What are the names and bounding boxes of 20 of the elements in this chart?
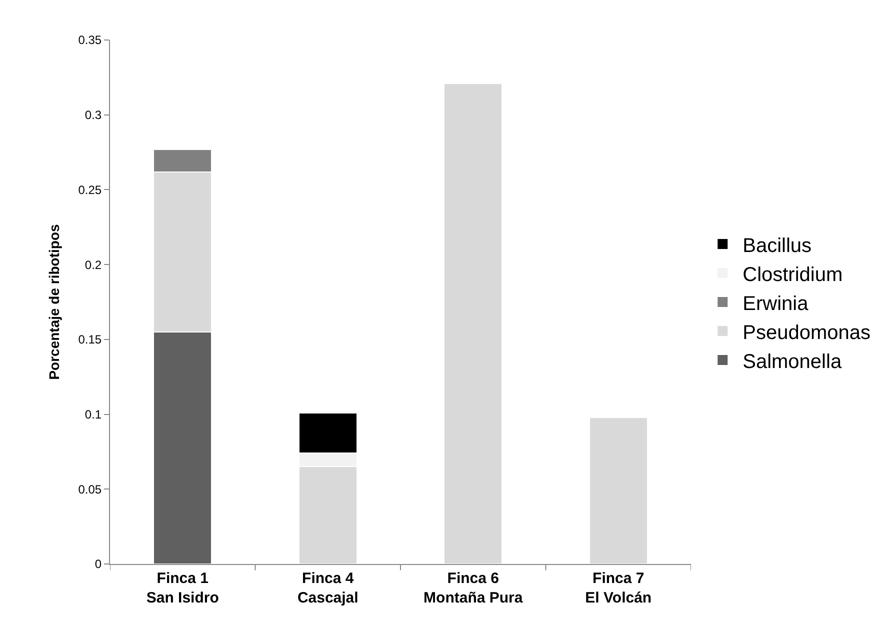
y-axis-title: Porcentaje de ribotipos [46,224,62,380]
bar [588,416,648,564]
legend-label: Pseudomonas [742,322,870,344]
bar [444,82,503,564]
y-tick-label: 0.2 [84,258,102,272]
y-tick-label: 0.35 [78,33,102,48]
x-tick-label: Finca 6 Montaña Pura [424,570,524,606]
legend-label: Bacillus [742,234,812,257]
legend-label: Clostridium [742,264,843,286]
x-tick-label: Finca 4 Cascajal [297,570,358,606]
y-tick-label: 0.05 [78,482,102,496]
y-tick-label: 0.15 [78,332,102,347]
y-tick-label: 0.3 [84,108,102,122]
legend-label: Erwinia [742,292,810,315]
x-tick-label: Finca 1 San Isidro [146,570,219,606]
legend-label: Salmonella [742,350,842,373]
y-tick-label: 0.1 [84,407,102,422]
x-tick-label: Finca 7 El Volcán [585,570,652,606]
y-tick-label: 0.25 [78,182,102,197]
y-tick-label: 0 [94,557,102,572]
